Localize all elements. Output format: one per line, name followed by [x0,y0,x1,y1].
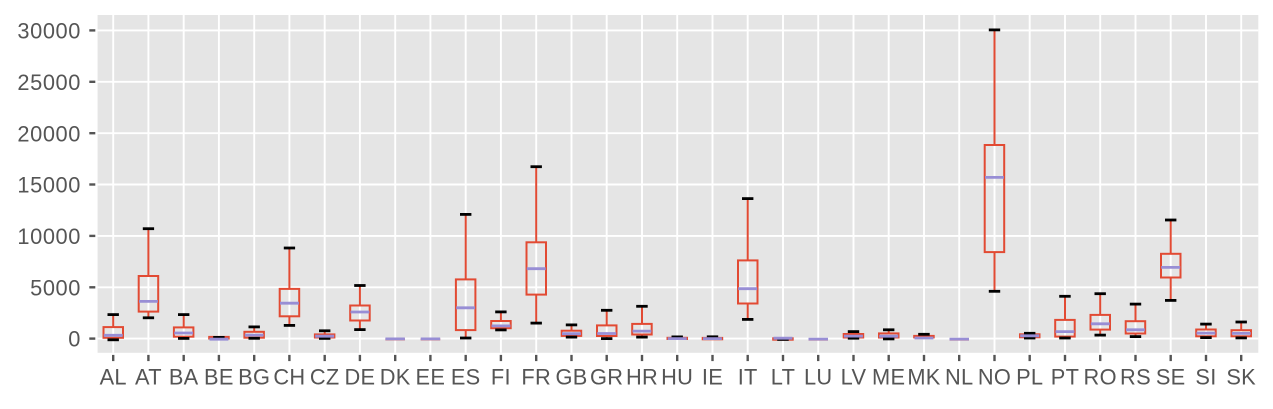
svg-text:GR: GR [590,365,623,390]
svg-text:PT: PT [1051,365,1079,390]
svg-text:HR: HR [626,365,658,390]
svg-text:LT: LT [771,365,795,390]
svg-text:IE: IE [702,365,723,390]
svg-text:AT: AT [135,365,162,390]
svg-text:DE: DE [344,365,375,390]
svg-text:CH: CH [273,365,305,390]
svg-text:ES: ES [451,365,481,390]
svg-text:SK: SK [1226,365,1256,390]
svg-text:5000: 5000 [30,275,81,300]
svg-text:ME: ME [872,365,905,390]
svg-text:HU: HU [661,365,693,390]
svg-text:15000: 15000 [17,173,81,198]
svg-text:EE: EE [416,365,446,390]
svg-text:NL: NL [945,365,973,390]
svg-text:FI: FI [491,365,511,390]
svg-text:PL: PL [1016,365,1043,390]
svg-text:LU: LU [804,365,832,390]
svg-text:CZ: CZ [310,365,340,390]
svg-text:0: 0 [68,327,81,352]
svg-text:BA: BA [169,365,199,390]
svg-text:SE: SE [1156,365,1186,390]
svg-text:25000: 25000 [17,70,81,95]
svg-text:BG: BG [238,365,270,390]
svg-text:FR: FR [521,365,551,390]
svg-text:30000: 30000 [17,19,81,44]
svg-text:NO: NO [978,365,1011,390]
svg-text:IT: IT [738,365,758,390]
svg-text:GB: GB [555,365,587,390]
svg-text:AL: AL [100,365,127,390]
svg-text:20000: 20000 [17,121,81,146]
svg-text:MK: MK [907,365,940,390]
svg-text:LV: LV [841,365,867,390]
svg-text:BE: BE [204,365,234,390]
svg-text:RO: RO [1084,365,1117,390]
svg-text:DK: DK [380,365,411,390]
svg-text:SI: SI [1195,365,1216,390]
svg-text:10000: 10000 [17,224,81,249]
svg-text:RS: RS [1120,365,1151,390]
